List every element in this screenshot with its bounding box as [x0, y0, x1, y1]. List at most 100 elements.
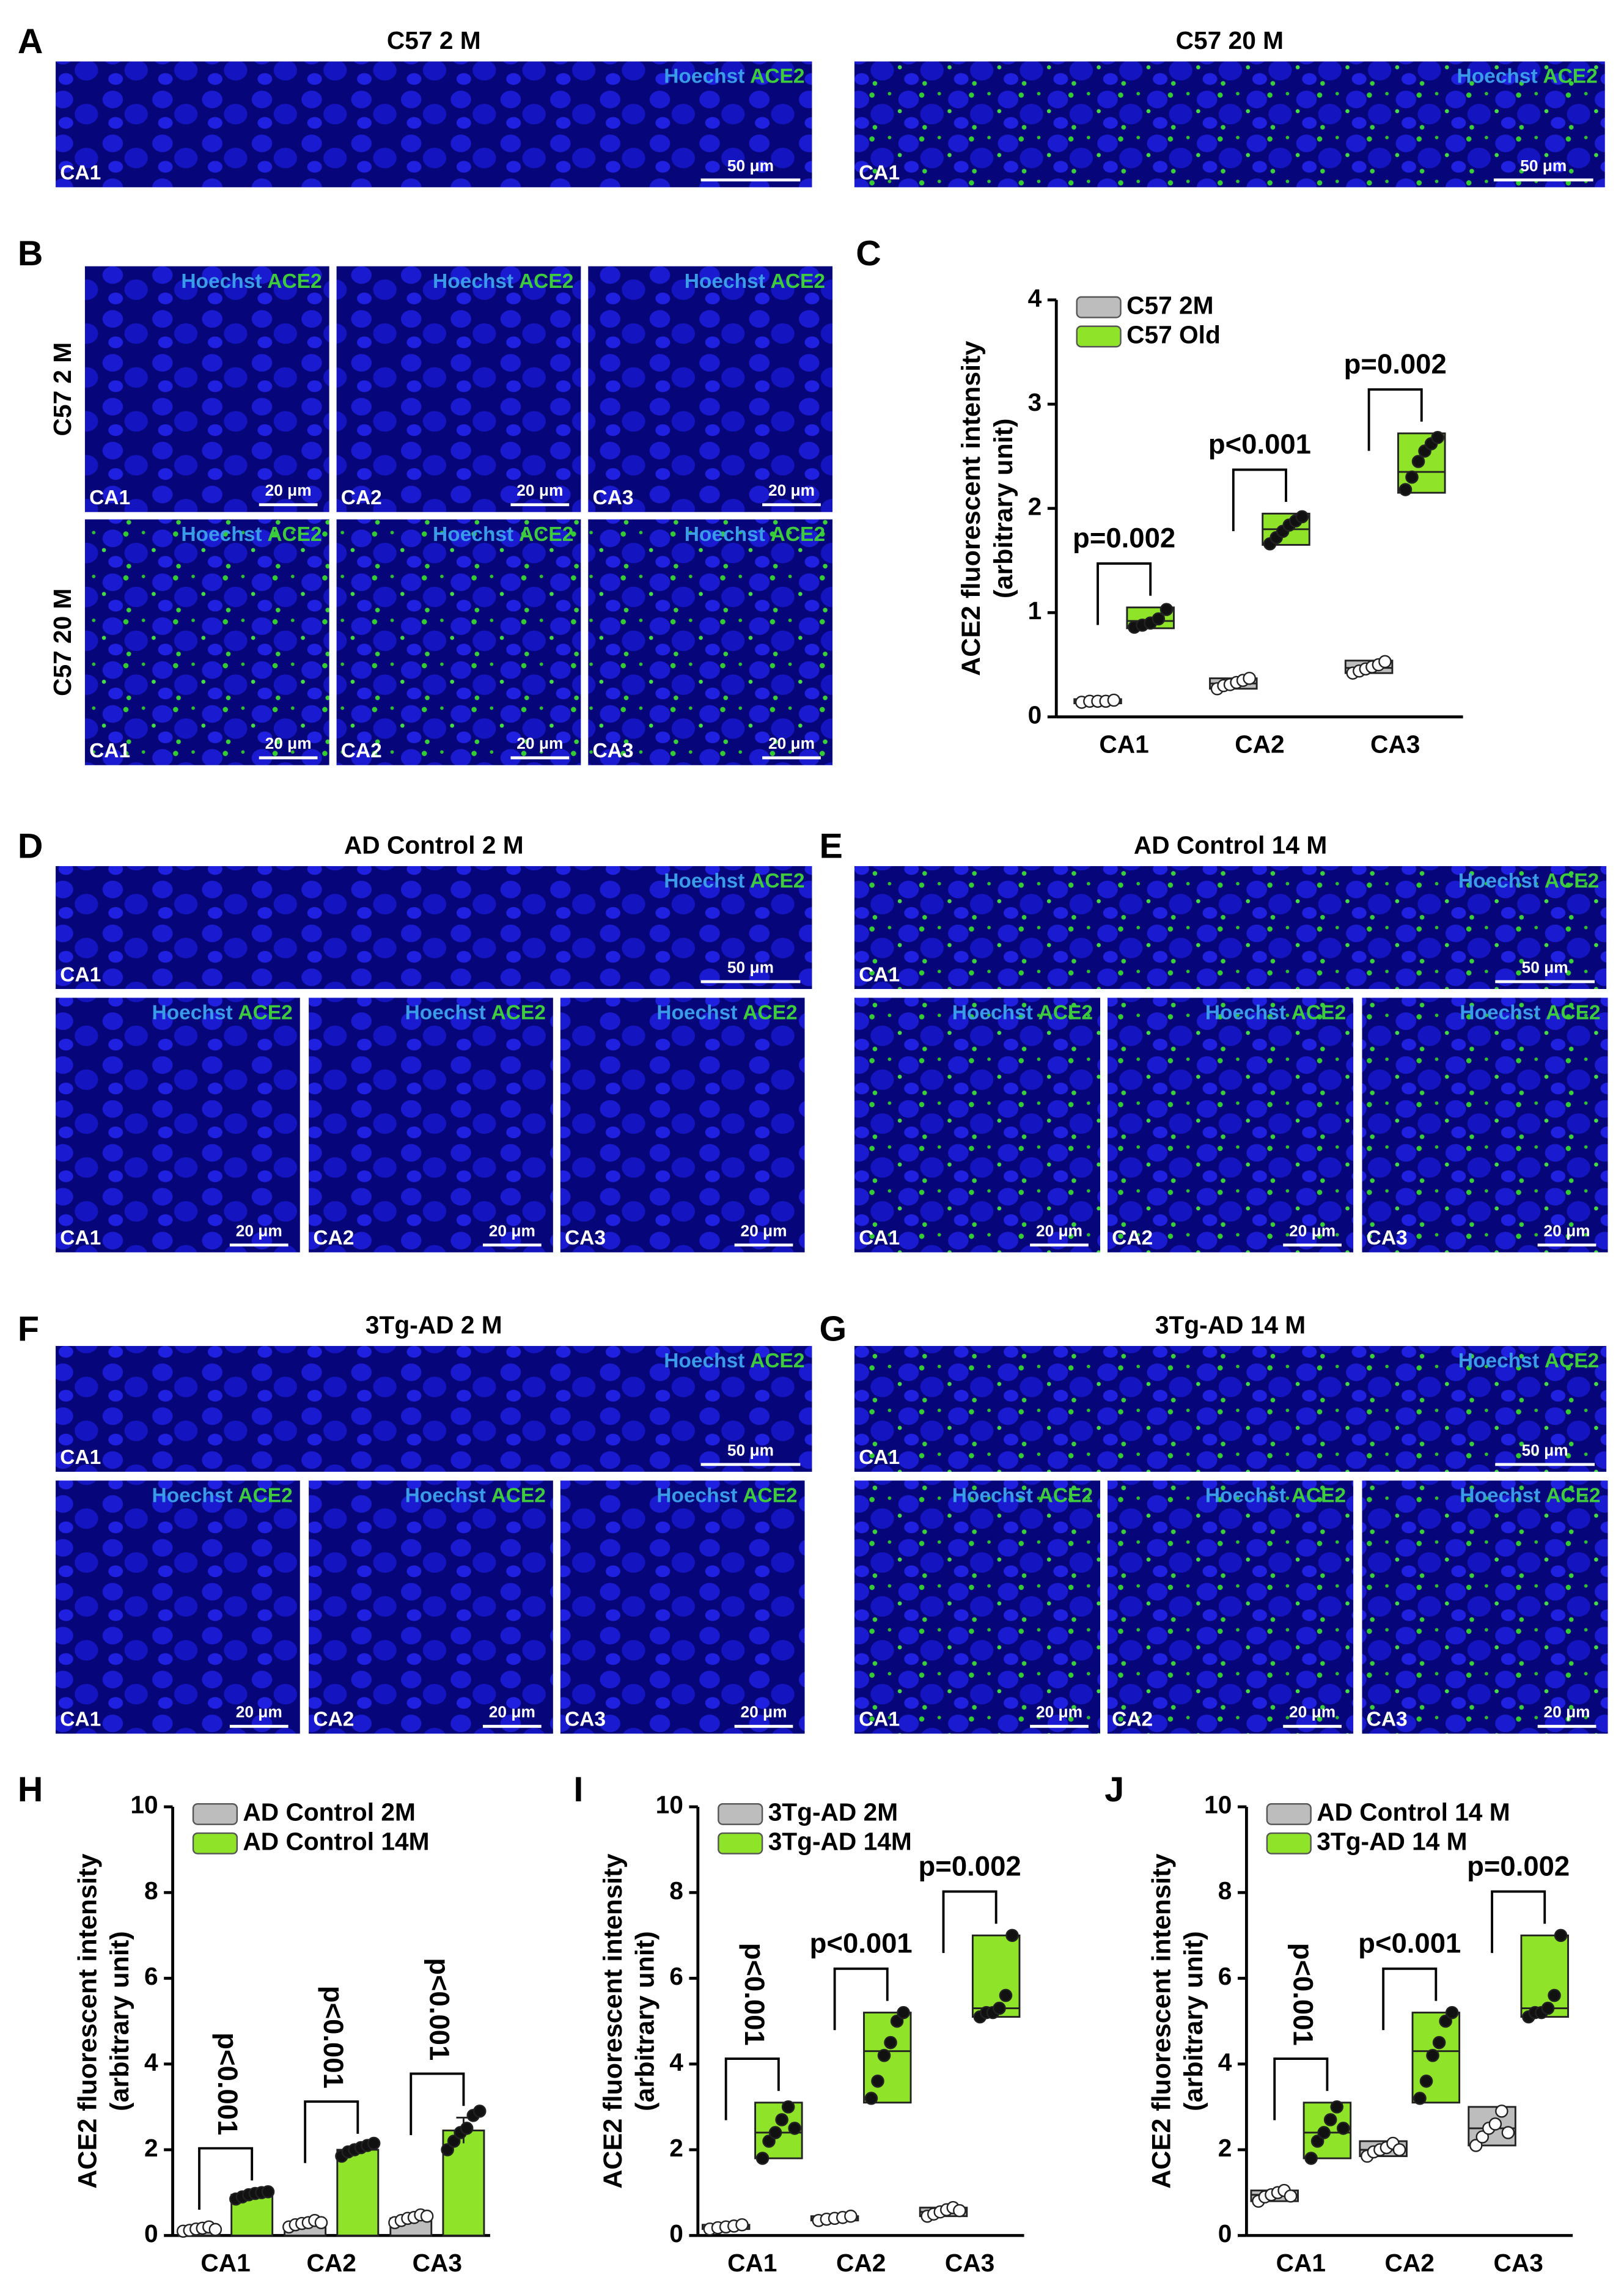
y-tick-label: 8	[144, 1877, 158, 1905]
p-value: p<0.001	[212, 2032, 243, 2135]
micrograph-image	[309, 998, 553, 1252]
p-value: p<0.001	[1208, 428, 1311, 460]
stain-label-hoechst: Hoechst	[1205, 1002, 1286, 1024]
data-point	[1336, 2122, 1350, 2135]
micrograph-image	[56, 866, 812, 990]
stain-label-hoechst: Hoechst	[952, 1484, 1033, 1507]
region-label: CA3	[565, 1227, 606, 1249]
micrograph: ACE2 Hoechst CA1 50 μm	[854, 1346, 1607, 1472]
data-point	[1317, 2126, 1331, 2139]
scale-label: 20 μm	[768, 734, 815, 752]
data-point	[1475, 2130, 1490, 2144]
data-point	[1295, 510, 1309, 524]
legend-label: 3Tg-AD 2M	[768, 1798, 898, 1826]
legend-label: AD Control 14 M	[1317, 1798, 1510, 1826]
region-label: CA1	[859, 1708, 900, 1731]
y-axis-label: (arbitrary unit)	[989, 419, 1018, 598]
region-label: CA3	[565, 1708, 606, 1731]
micrograph: ACE2 Hoechst CA1 50 μm	[56, 866, 812, 990]
data-point	[447, 2134, 461, 2148]
micrograph-image	[84, 519, 329, 765]
y-tick-label: 6	[669, 1962, 683, 1990]
scale-label: 50 μm	[727, 156, 774, 175]
x-tick-label: CA3	[413, 2249, 462, 2277]
scale-label: 20 μm	[1544, 1221, 1590, 1240]
data-point	[1392, 2143, 1406, 2156]
data-point	[441, 2143, 454, 2156]
data-point	[788, 2122, 801, 2135]
panel-letter: F	[18, 1309, 39, 1348]
x-tick-label: CA2	[1235, 730, 1284, 758]
x-tick-label: CA1	[727, 2249, 777, 2277]
scale-label: 20 μm	[236, 1221, 282, 1240]
micrograph-image	[84, 266, 329, 512]
row-label: C57 20 M	[48, 589, 76, 696]
region-label: CA3	[1367, 1708, 1408, 1731]
y-tick-label: 2	[1028, 492, 1042, 520]
micrograph-image	[56, 1346, 812, 1472]
stain-label-ace2: ACE2	[1038, 1484, 1093, 1507]
region-label: CA1	[60, 963, 101, 986]
legend-swatch	[192, 1803, 238, 1825]
scale-label: 20 μm	[1289, 1221, 1336, 1240]
p-value: p=0.002	[919, 1850, 1021, 1881]
scale-label: 20 μm	[768, 481, 815, 499]
image-group-title: C57 20 M	[1176, 26, 1284, 54]
image-group-title: AD Control 2 M	[344, 831, 524, 859]
stain-label-ace2: ACE2	[771, 523, 825, 546]
micrograph: ACE2 Hoechst CA3 20 μm	[588, 519, 833, 765]
legend-swatch	[1076, 296, 1122, 318]
data-point	[1501, 2126, 1515, 2139]
stain-label-hoechst: Hoechst	[1205, 1484, 1286, 1507]
data-point	[884, 2035, 897, 2050]
y-tick-label: 0	[1028, 701, 1042, 729]
scale-label: 20 μm	[489, 1221, 535, 1240]
micrograph-image	[854, 866, 1607, 990]
micrograph-image	[56, 998, 300, 1252]
data-point	[762, 2134, 776, 2148]
scale-label: 50 μm	[1520, 156, 1567, 175]
panel-letter: I	[573, 1770, 583, 1809]
region-label: CA1	[89, 487, 130, 509]
panel-letter: A	[18, 22, 43, 61]
scale-label: 20 μm	[265, 734, 312, 752]
region-label: CA1	[60, 1708, 101, 1731]
scale-label: 20 μm	[489, 1703, 535, 1721]
scale-label: 20 μm	[265, 481, 312, 499]
data-point	[261, 2185, 275, 2199]
data-point	[1378, 655, 1392, 669]
stain-label-ace2: ACE2	[1546, 1484, 1600, 1507]
scale-label: 50 μm	[727, 958, 774, 976]
micrograph-image	[309, 1480, 553, 1734]
region-label: CA1	[859, 1446, 900, 1469]
stain-label-ace2: ACE2	[1545, 870, 1599, 892]
p-value: p=0.002	[1467, 1850, 1570, 1881]
scale-label: 20 μm	[1544, 1703, 1590, 1721]
region-label: CA1	[89, 740, 130, 762]
stain-label-hoechst: Hoechst	[1457, 65, 1538, 88]
y-tick-label: 4	[1218, 2048, 1232, 2076]
data-point	[993, 2001, 1006, 2015]
y-axis-label: (arbitrary unit)	[630, 1931, 660, 2111]
x-tick-label: CA2	[307, 2249, 356, 2277]
y-tick-label: 8	[669, 1877, 683, 1905]
p-value: p=0.002	[1073, 523, 1175, 554]
data-point	[1304, 2152, 1318, 2165]
data-point	[871, 2075, 884, 2088]
data-point	[1439, 2014, 1452, 2028]
micrograph-image	[336, 266, 581, 512]
data-point	[755, 2152, 770, 2165]
stain-label-ace2: ACE2	[743, 1484, 797, 1507]
data-point	[781, 2100, 795, 2114]
stain-label-ace2: ACE2	[267, 270, 321, 293]
stain-label-hoechst: Hoechst	[1460, 1484, 1540, 1507]
region-label: CA3	[1367, 1227, 1408, 1249]
region-label: CA2	[313, 1227, 354, 1249]
data-point	[1488, 2117, 1502, 2131]
y-tick-label: 4	[1028, 284, 1042, 312]
